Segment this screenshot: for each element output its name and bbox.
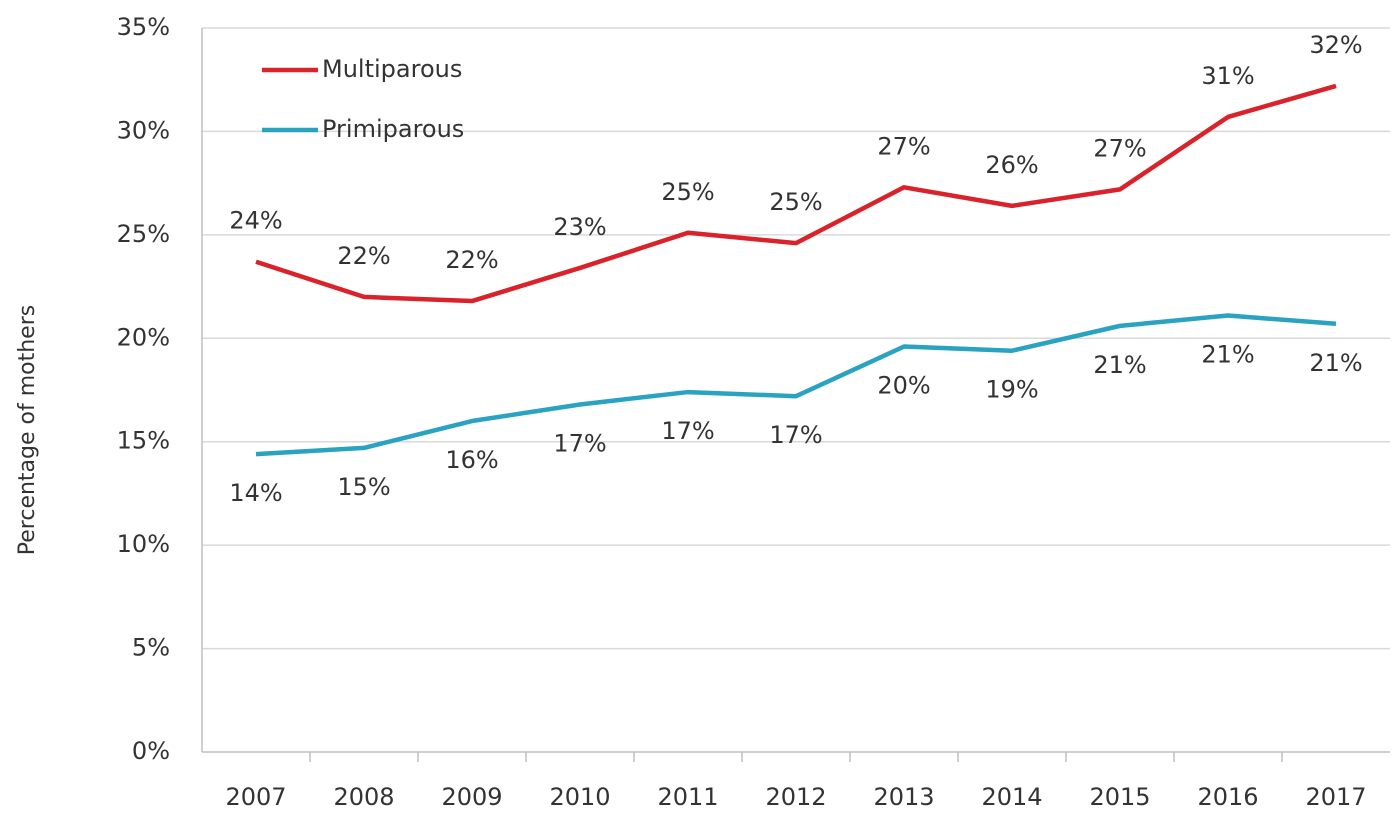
series-line [255,313,1337,457]
data-label: 21% [1309,349,1362,377]
data-label: 19% [985,376,1038,404]
x-tick-label: 2012 [765,783,826,811]
data-label: 17% [769,421,822,449]
data-label: 23% [553,213,606,241]
data-label: 22% [337,242,390,270]
data-label: 26% [985,151,1038,179]
data-label: 22% [445,246,498,274]
data-label: 27% [877,132,930,160]
legend-label: Primiparous [322,115,464,143]
x-tick-label: 2010 [549,783,610,811]
data-label: 21% [1201,341,1254,369]
data-label: 20% [877,372,930,400]
x-tick-label: 2015 [1089,783,1150,811]
data-label: 27% [1093,134,1146,162]
data-label: 25% [769,188,822,216]
y-tick-label: 25% [117,220,170,248]
x-tick-label: 2013 [873,783,934,811]
data-label: 24% [229,207,282,235]
x-tick-label: 2011 [657,783,718,811]
y-tick-label: 0% [132,737,170,765]
x-tick-label: 2017 [1305,783,1366,811]
y-tick-label: 5% [132,634,170,662]
y-tick-label: 35% [117,13,170,41]
data-label: 17% [661,417,714,445]
data-label: 16% [445,446,498,474]
x-tick-label: 2008 [333,783,394,811]
series-line [255,83,1337,304]
y-tick-label: 10% [117,530,170,558]
y-tick-label: 20% [117,323,170,351]
x-tick-label: 2007 [225,783,286,811]
x-tick-label: 2014 [981,783,1042,811]
y-tick-label: 15% [117,427,170,455]
data-label: 21% [1093,351,1146,379]
data-label: 25% [661,178,714,206]
x-tick-label: 2009 [441,783,502,811]
legend-label: Multiparous [322,55,462,83]
y-axis-title: Percentage of mothers [15,305,40,555]
data-label: 32% [1309,31,1362,59]
data-label: 17% [553,429,606,457]
x-tick-label: 2016 [1197,783,1258,811]
data-label: 14% [229,479,282,507]
data-label: 15% [337,473,390,501]
y-tick-label: 30% [117,116,170,144]
data-label: 31% [1201,62,1254,90]
